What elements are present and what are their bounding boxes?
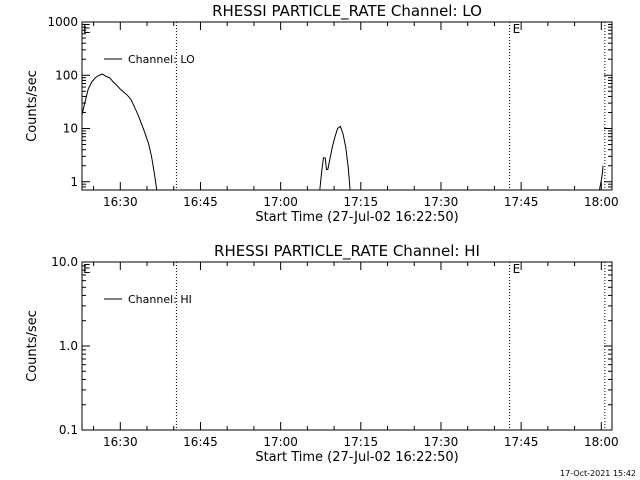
x-tick-label: 17:45 bbox=[504, 195, 539, 209]
x-tick-label: 18:00 bbox=[584, 435, 619, 449]
plot-frame bbox=[81, 21, 613, 191]
x-axis-label: Start Time (27-Jul-02 16:22:50) bbox=[255, 450, 458, 465]
x-tick-label: 17:30 bbox=[424, 195, 459, 209]
y-tick-label: 10 bbox=[63, 122, 78, 136]
x-tick-label: 17:00 bbox=[263, 435, 298, 449]
date-stamp: 17-Oct-2021 15:42 bbox=[560, 469, 636, 478]
x-tick-label: 18:00 bbox=[584, 195, 619, 209]
x-tick-label: 17:45 bbox=[504, 435, 539, 449]
event-marker-label: E bbox=[513, 262, 521, 276]
series-line bbox=[82, 73, 158, 190]
plot-frame bbox=[81, 261, 613, 431]
x-tick-label: 16:30 bbox=[103, 195, 138, 209]
legend-label: Channel: HI bbox=[128, 293, 192, 306]
chart-title: RHESSI PARTICLE_RATE Channel: LO bbox=[212, 2, 482, 21]
x-tick-label: 16:45 bbox=[183, 435, 218, 449]
x-axis-label: Start Time (27-Jul-02 16:22:50) bbox=[255, 210, 458, 225]
x-tick-label: 17:15 bbox=[344, 195, 379, 209]
x-tick-label: 17:15 bbox=[344, 435, 379, 449]
y-tick-label: 1.0 bbox=[59, 339, 78, 353]
x-tick-label: 16:30 bbox=[103, 435, 138, 449]
x-tick-label: 16:45 bbox=[183, 195, 218, 209]
y-tick-label: 0.1 bbox=[59, 423, 78, 437]
legend-label: Channel: LO bbox=[128, 53, 195, 66]
event-marker-label: E bbox=[513, 22, 521, 36]
y-axis-label: Counts/sec bbox=[25, 70, 40, 142]
series-line bbox=[599, 165, 604, 190]
x-tick-label: 17:30 bbox=[424, 435, 459, 449]
chart-title: RHESSI PARTICLE_RATE Channel: HI bbox=[214, 242, 480, 261]
x-tick-label: 17:00 bbox=[263, 195, 298, 209]
y-tick-label: 1000 bbox=[47, 15, 78, 29]
y-tick-label: 10.0 bbox=[51, 255, 78, 269]
y-tick-label: 100 bbox=[55, 68, 78, 82]
start-marker-label: E bbox=[83, 262, 91, 276]
y-tick-label: 1 bbox=[70, 175, 78, 189]
series-line bbox=[319, 125, 351, 190]
start-marker-label: E bbox=[83, 22, 91, 36]
y-axis-label: Counts/sec bbox=[25, 310, 40, 382]
